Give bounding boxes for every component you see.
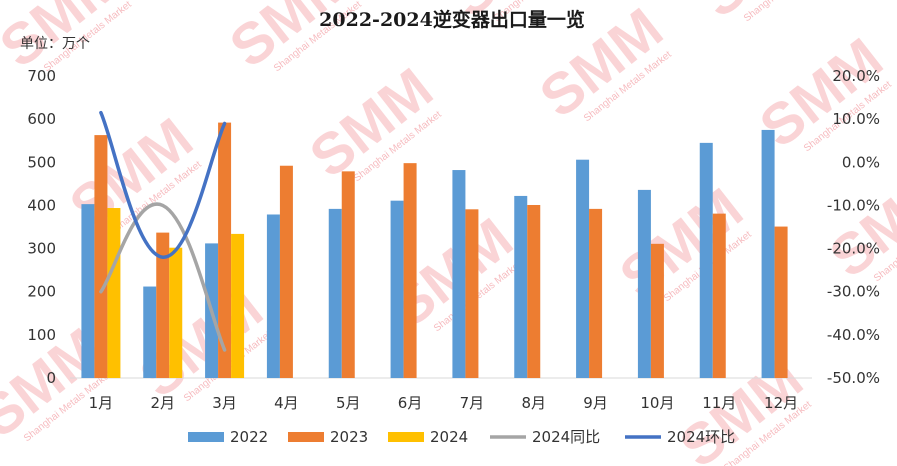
bar-series	[81, 122, 788, 378]
bar-2024	[107, 208, 121, 378]
legend-label: 2024环比	[667, 428, 735, 446]
x-tick-label: 3月	[212, 394, 237, 412]
watermark-subtext: Shanghai Metals Market	[742, 0, 834, 24]
bar-2023	[527, 204, 541, 378]
y-left-tick-label: 600	[27, 110, 56, 128]
y-axis-left: 0 100 200 300 400 500 600 700	[27, 67, 56, 387]
y-left-tick-label: 500	[27, 153, 56, 171]
bar-2022	[81, 204, 95, 378]
x-tick-label: 8月	[521, 394, 546, 412]
y-right-tick-label: 0.0%	[842, 153, 880, 171]
legend-label: 2023	[330, 428, 368, 446]
bar-2023	[589, 208, 603, 378]
y-right-tick-label: -40.0%	[827, 326, 880, 344]
x-tick-label: 2月	[150, 394, 175, 412]
y-right-tick-label: 10.0%	[832, 110, 880, 128]
bar-2023	[774, 226, 788, 378]
legend-label: 2024	[430, 428, 468, 446]
bar-2022	[452, 170, 466, 378]
y-left-tick-label: 400	[27, 196, 56, 214]
x-tick-label: 1月	[89, 394, 114, 412]
x-tick-label: 6月	[398, 394, 423, 412]
bar-2022	[514, 195, 528, 378]
y-axis-right: -50.0% -40.0% -30.0% -20.0% -10.0% 0.0% 10.0% 2…	[827, 67, 880, 387]
x-tick-label: 12月	[764, 394, 798, 412]
bar-2023	[279, 165, 293, 378]
unit-label: 单位：万个	[20, 36, 90, 52]
x-tick-label: 7月	[460, 394, 485, 412]
x-tick-label: 5月	[336, 394, 361, 412]
y-right-tick-label: -20.0%	[827, 240, 880, 258]
bar-2022	[576, 159, 590, 378]
bar-2023	[341, 171, 355, 378]
line-2024同比	[99, 202, 227, 352]
legend-label: 2022	[230, 428, 268, 446]
bar-2023	[650, 243, 664, 378]
bar-2023	[218, 122, 232, 378]
y-left-tick-label: 200	[27, 283, 56, 301]
y-left-tick-label: 100	[27, 326, 56, 344]
bar-2022	[699, 142, 713, 378]
y-right-tick-label: -10.0%	[827, 196, 880, 214]
chart-title: 2022-2024逆变器出口量一览	[319, 8, 585, 31]
y-right-tick-label: -30.0%	[827, 283, 880, 301]
bar-2023	[94, 135, 108, 378]
bar-2023	[465, 209, 479, 378]
y-right-tick-label: 20.0%	[832, 67, 880, 85]
bar-2024	[169, 247, 183, 378]
bar-2022	[390, 200, 404, 378]
legend: 2022 2023 2024 2024同比 2024环比	[188, 428, 735, 446]
bar-2023	[156, 232, 170, 378]
bar-2023	[403, 163, 417, 378]
legend-swatch-2022	[188, 432, 224, 442]
bar-2022	[266, 214, 280, 378]
y-left-tick-label: 0	[46, 369, 56, 387]
x-tick-label: 11月	[702, 394, 736, 412]
x-tick-label: 10月	[640, 394, 674, 412]
legend-swatch-2024	[388, 432, 424, 442]
legend-label: 2024同比	[532, 428, 600, 446]
x-axis: 1月 2月 3月 4月 5月 6月 7月 8月 9月 10月 11月 12月	[89, 394, 798, 412]
bar-2022	[143, 286, 157, 378]
line-series	[99, 110, 227, 352]
legend-swatch-2023	[288, 432, 324, 442]
x-tick-label: 9月	[583, 394, 608, 412]
bar-2022	[637, 189, 651, 378]
y-right-tick-label: -50.0%	[827, 369, 880, 387]
bar-2024	[231, 233, 245, 378]
line-2024环比	[99, 110, 227, 259]
x-tick-label: 4月	[274, 394, 299, 412]
bar-2023	[712, 213, 726, 378]
bar-2022	[761, 129, 775, 378]
y-left-tick-label: 700	[27, 67, 56, 85]
y-left-tick-label: 300	[27, 240, 56, 258]
bar-2022	[328, 208, 342, 378]
